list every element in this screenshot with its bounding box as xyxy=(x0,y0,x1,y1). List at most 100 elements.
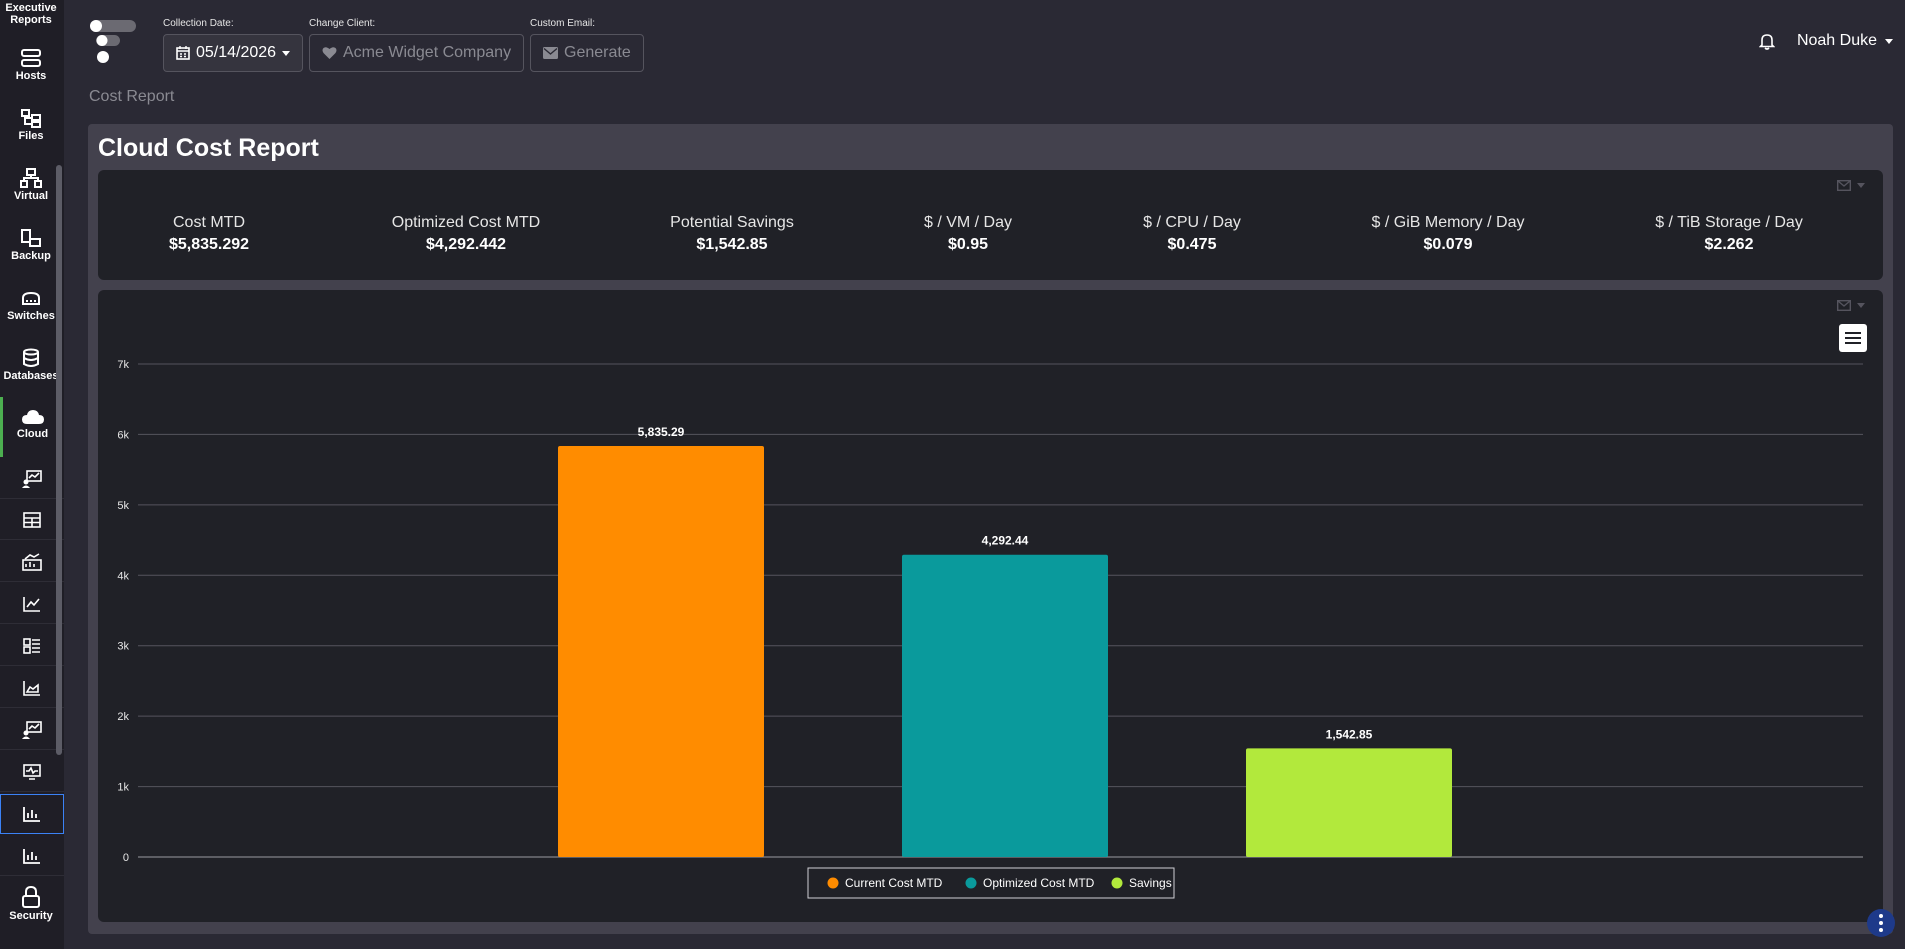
sidebar-item-hosts[interactable]: Hosts xyxy=(0,48,62,82)
sidebar-item-files[interactable]: Files xyxy=(0,108,62,142)
stat-value: $0.95 xyxy=(947,236,989,253)
stat-cost-mtd: Cost MTD $5,835.292 xyxy=(169,214,249,254)
sidebar-item-executive-reports[interactable]: Executive Reports xyxy=(0,2,62,26)
app-logo xyxy=(90,20,136,63)
stat-optimized-cost-mtd: Optimized Cost MTD $4,292.442 xyxy=(392,214,540,254)
sidebar-item-label: Security xyxy=(9,910,53,922)
sidebar-item-virtual[interactable]: Virtual xyxy=(0,168,62,202)
stat-potential-savings: Potential Savings $1,542.85 xyxy=(670,214,794,254)
table-icon xyxy=(23,511,41,528)
sidebar-item-label: Virtual xyxy=(13,190,49,202)
user-name[interactable]: Noah Duke xyxy=(1796,32,1877,49)
breadcrumb: Cost Report xyxy=(89,88,175,105)
legend-item-label: Savings xyxy=(1129,876,1172,890)
stat-value: $2.262 xyxy=(1704,236,1754,253)
sidebar: Executive Reports Hosts Files Virtual Ba… xyxy=(0,0,64,949)
line-chart-icon xyxy=(23,596,40,612)
files-icon xyxy=(21,109,41,128)
sidebar-subitem-7[interactable] xyxy=(0,710,64,750)
sidebar-subitem-6[interactable] xyxy=(0,668,64,708)
panel-tools xyxy=(1837,300,1865,311)
stat-memory-day: $ / GiB Memory / Day $0.079 xyxy=(1372,214,1525,254)
databases-icon xyxy=(23,348,39,367)
change-client-button[interactable]: Acme Widget Company xyxy=(309,34,525,72)
data-label: 4,292.44 xyxy=(982,534,1029,548)
bar-savings xyxy=(1246,748,1452,857)
collection-date-dropdown[interactable]: 05/14/2026 xyxy=(163,34,304,72)
change-client-value: Acme Widget Company xyxy=(343,44,512,61)
legend-item-label: Optimized Cost MTD xyxy=(983,876,1095,890)
sidebar-item-label: Databases xyxy=(3,370,59,382)
bar-chart-icon xyxy=(23,806,40,822)
panel-tools xyxy=(1837,180,1865,191)
chevron-down-icon[interactable] xyxy=(1857,303,1865,308)
y-tick-label: 2k xyxy=(117,711,129,723)
stat-storage-day: $ / TiB Storage / Day $2.262 xyxy=(1655,214,1803,254)
sidebar-item-switches[interactable]: Switches xyxy=(0,288,62,322)
email-icon[interactable] xyxy=(1837,300,1851,311)
sidebar-subitem-8[interactable] xyxy=(0,752,64,792)
calendar-icon xyxy=(176,46,190,60)
sidebar-item-cloud[interactable]: Cloud xyxy=(0,397,62,457)
envelope-icon xyxy=(543,47,558,59)
stat-label: $ / GiB Memory / Day xyxy=(1371,214,1525,231)
stats-panel: Cost MTD $5,835.292 Optimized Cost MTD $… xyxy=(98,170,1883,280)
report-chart-icon xyxy=(22,720,42,739)
email-icon[interactable] xyxy=(1837,180,1851,191)
bar-current-cost-mtd xyxy=(558,446,764,857)
custom-email-label: Custom Email: xyxy=(530,18,596,29)
hosts-icon xyxy=(21,49,41,67)
stat-label: $ / CPU / Day xyxy=(1143,214,1241,231)
page-title: Cloud Cost Report xyxy=(98,134,319,162)
data-label: 5,835.29 xyxy=(638,425,685,439)
legend-marker xyxy=(827,877,839,889)
sidebar-subitem-4[interactable] xyxy=(0,584,64,624)
stat-value: $4,292.442 xyxy=(425,236,507,253)
sidebar-item-backup[interactable]: Backup xyxy=(0,228,62,262)
analytics-icon xyxy=(22,552,42,571)
sidebar-subitem-2[interactable] xyxy=(0,500,64,540)
heart-icon xyxy=(322,47,337,59)
chevron-down-icon[interactable] xyxy=(1885,38,1893,44)
y-tick-label: 7k xyxy=(117,359,129,371)
sidebar-subitem-3[interactable] xyxy=(0,542,64,582)
sidebar-subitem-9[interactable] xyxy=(0,794,64,834)
sidebar-scrollbar[interactable] xyxy=(56,165,62,755)
collection-date-value: 05/14/2026 xyxy=(196,44,277,61)
stat-cpu-day: $ / CPU / Day $0.475 xyxy=(1143,214,1241,254)
cost-bar-chart: 0 1k 2k 3k 4k 5k 6k 7k 5,835.29 4,292.44 1,542.85 C… xyxy=(117,359,1863,899)
sidebar-item-label: Hosts xyxy=(15,70,47,82)
sidebar-item-databases[interactable]: Databases xyxy=(0,348,62,382)
y-tick-label: 0 xyxy=(123,852,129,864)
stat-label: $ / TiB Storage / Day xyxy=(1655,214,1803,231)
sidebar-item-security[interactable]: Security xyxy=(0,886,62,922)
chevron-down-icon[interactable] xyxy=(1857,183,1865,188)
sidebar-item-label: Backup xyxy=(11,250,51,262)
user-menu[interactable]: Noah Duke xyxy=(1758,32,1893,50)
bar-optimized-cost-mtd xyxy=(902,554,1108,857)
report-chart-icon xyxy=(22,469,42,488)
chart-menu-button[interactable] xyxy=(1839,324,1867,352)
legend-marker xyxy=(965,877,977,889)
stat-value: $5,835.292 xyxy=(168,236,250,253)
chart-legend xyxy=(807,867,1175,899)
change-client-label: Change Client: xyxy=(309,18,376,29)
data-label: 1,542.85 xyxy=(1326,727,1373,741)
area-chart-icon xyxy=(23,680,40,696)
bar-chart-icon xyxy=(23,848,40,864)
virtual-icon xyxy=(20,168,42,188)
generate-button[interactable]: Generate xyxy=(530,34,644,72)
more-options-button[interactable] xyxy=(1867,909,1895,937)
bell-icon[interactable] xyxy=(1758,33,1775,50)
sidebar-item-label: Cloud xyxy=(16,428,49,440)
y-tick-label: 1k xyxy=(117,782,129,794)
monitor-icon xyxy=(23,763,41,780)
sidebar-subitem-10[interactable] xyxy=(0,836,64,876)
chevron-down-icon xyxy=(282,50,291,56)
legend-marker xyxy=(1111,877,1123,889)
stat-label: Potential Savings xyxy=(670,214,794,231)
sidebar-subitem-1[interactable] xyxy=(0,459,64,499)
legend-item-label: Current Cost MTD xyxy=(845,876,943,890)
y-tick-label: 5k xyxy=(117,500,129,512)
sidebar-subitem-5[interactable] xyxy=(0,626,64,666)
